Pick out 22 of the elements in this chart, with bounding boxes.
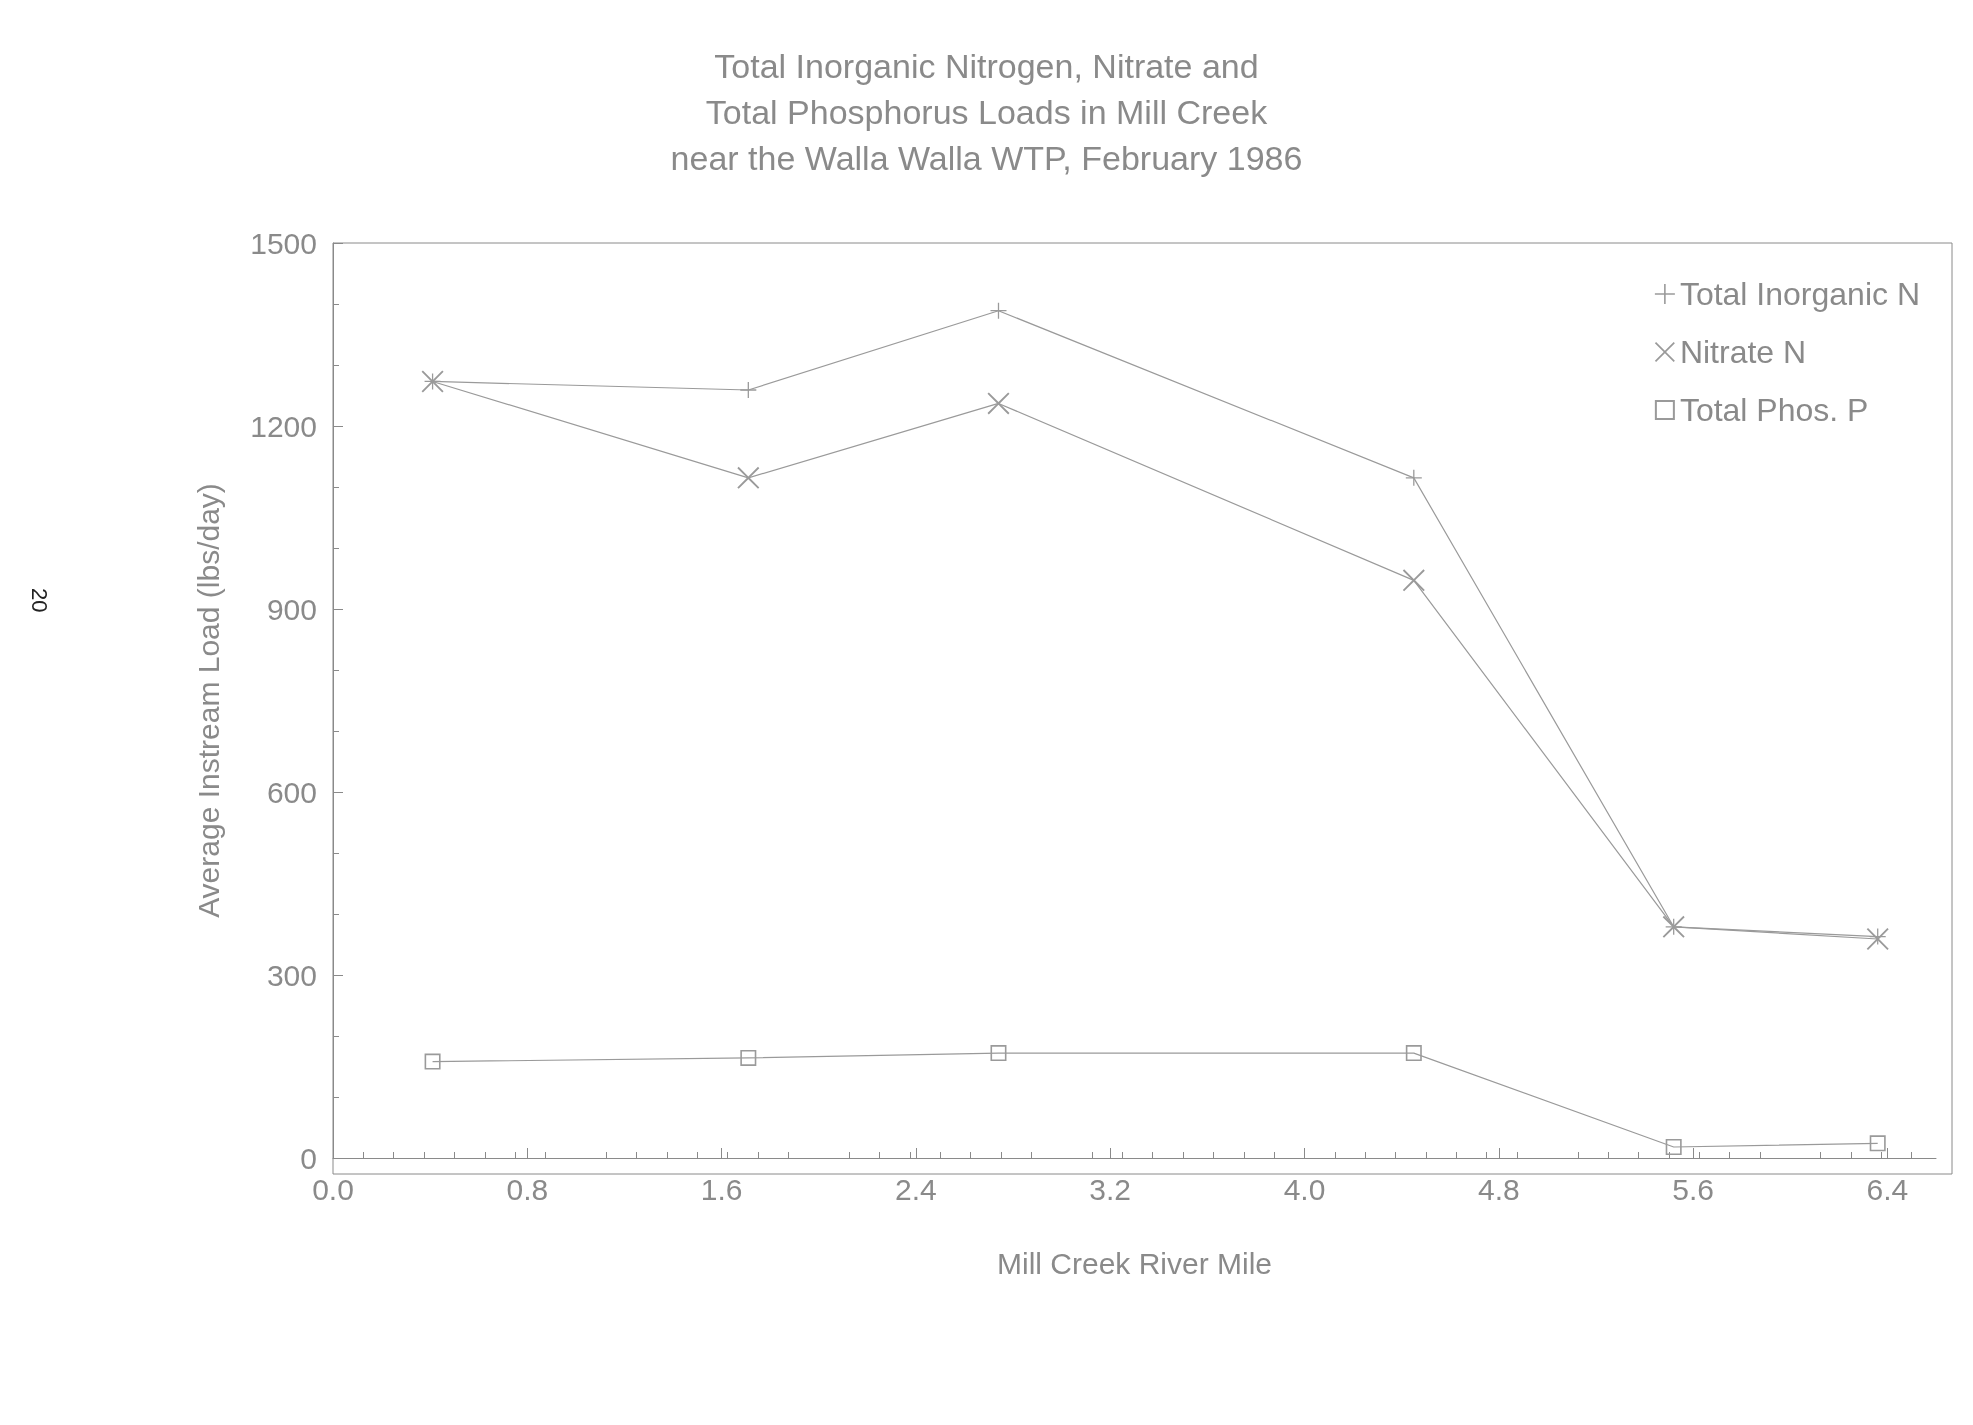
x-tick-label: 5.6 bbox=[1672, 1172, 1714, 1206]
legend-label: Total Inorganic N bbox=[1679, 276, 1920, 312]
x-tick-label: 3.2 bbox=[1089, 1172, 1132, 1206]
y-axis-title: Average Instream Load (lbs/day) bbox=[191, 483, 225, 918]
x-tick-label: 1.6 bbox=[700, 1172, 743, 1206]
x-tick-label: 6.4 bbox=[1866, 1172, 1909, 1206]
x-tick-label: 0.8 bbox=[506, 1172, 549, 1206]
x-tick-label: 0.0 bbox=[312, 1172, 354, 1206]
legend-label: Nitrate N bbox=[1679, 334, 1807, 370]
text: 20 bbox=[26, 588, 52, 613]
x-tick-label: 4.0 bbox=[1283, 1172, 1326, 1206]
chart-title: Total Inorganic Nitrogen, Nitrate and Total Phosphorus Loads in Mill Creek near the Walla Walla WTP, February 1986 bbox=[670, 47, 1303, 177]
y-tick-label: 300 bbox=[266, 958, 317, 992]
y-tick-label: 1500 bbox=[250, 226, 317, 260]
x-tick-label: 4.8 bbox=[1477, 1172, 1520, 1206]
y-tick-label: 0 bbox=[300, 1141, 317, 1175]
x-axis-title: Mill Creek River Mile bbox=[996, 1246, 1273, 1280]
y-tick-label: 600 bbox=[266, 775, 317, 809]
legend-label: Total Phos. P bbox=[1679, 392, 1869, 428]
y-tick-label: 900 bbox=[266, 592, 317, 626]
y-tick-label: 1200 bbox=[250, 409, 317, 443]
x-tick-label: 2.4 bbox=[895, 1172, 937, 1206]
